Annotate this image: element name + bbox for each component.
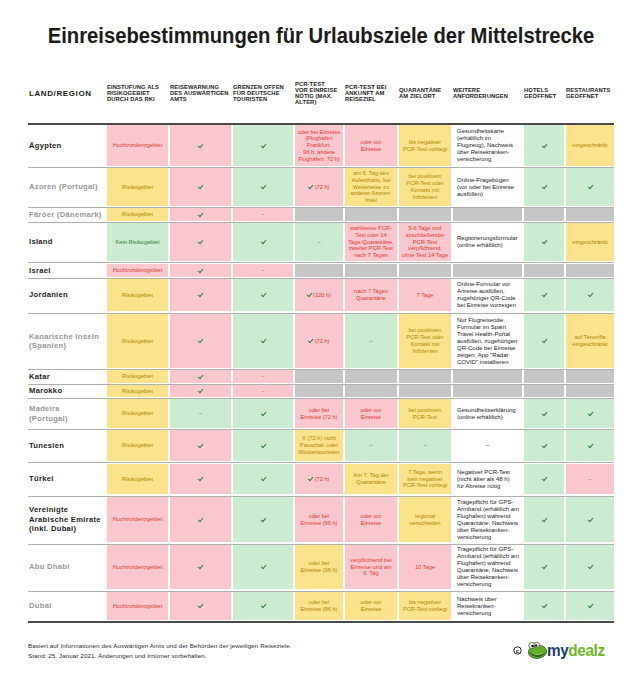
svg-text:c: c [516,648,520,654]
